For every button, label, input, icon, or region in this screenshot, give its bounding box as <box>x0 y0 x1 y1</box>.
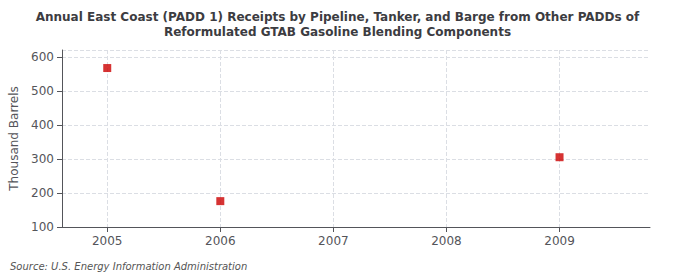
svg-text:200: 200 <box>31 186 54 200</box>
svg-text:500: 500 <box>31 84 54 98</box>
svg-text:2009: 2009 <box>544 234 575 248</box>
svg-text:Source: U.S. Energy Informatio: Source: U.S. Energy Information Administ… <box>10 261 247 272</box>
svg-text:2007: 2007 <box>318 234 349 248</box>
svg-text:Thousand Barrels: Thousand Barrels <box>7 86 21 191</box>
svg-text:300: 300 <box>31 152 54 166</box>
svg-text:2005: 2005 <box>92 234 123 248</box>
svg-text:600: 600 <box>31 50 54 64</box>
svg-text:2006: 2006 <box>205 234 236 248</box>
svg-text:100: 100 <box>31 220 54 234</box>
svg-text:2008: 2008 <box>431 234 462 248</box>
svg-text:Reformulated GTAB Gasoline Ble: Reformulated GTAB Gasoline Blending Comp… <box>164 25 511 39</box>
svg-text:400: 400 <box>31 118 54 132</box>
svg-text:Annual East Coast (PADD 1) Rec: Annual East Coast (PADD 1) Receipts by P… <box>36 10 640 24</box>
